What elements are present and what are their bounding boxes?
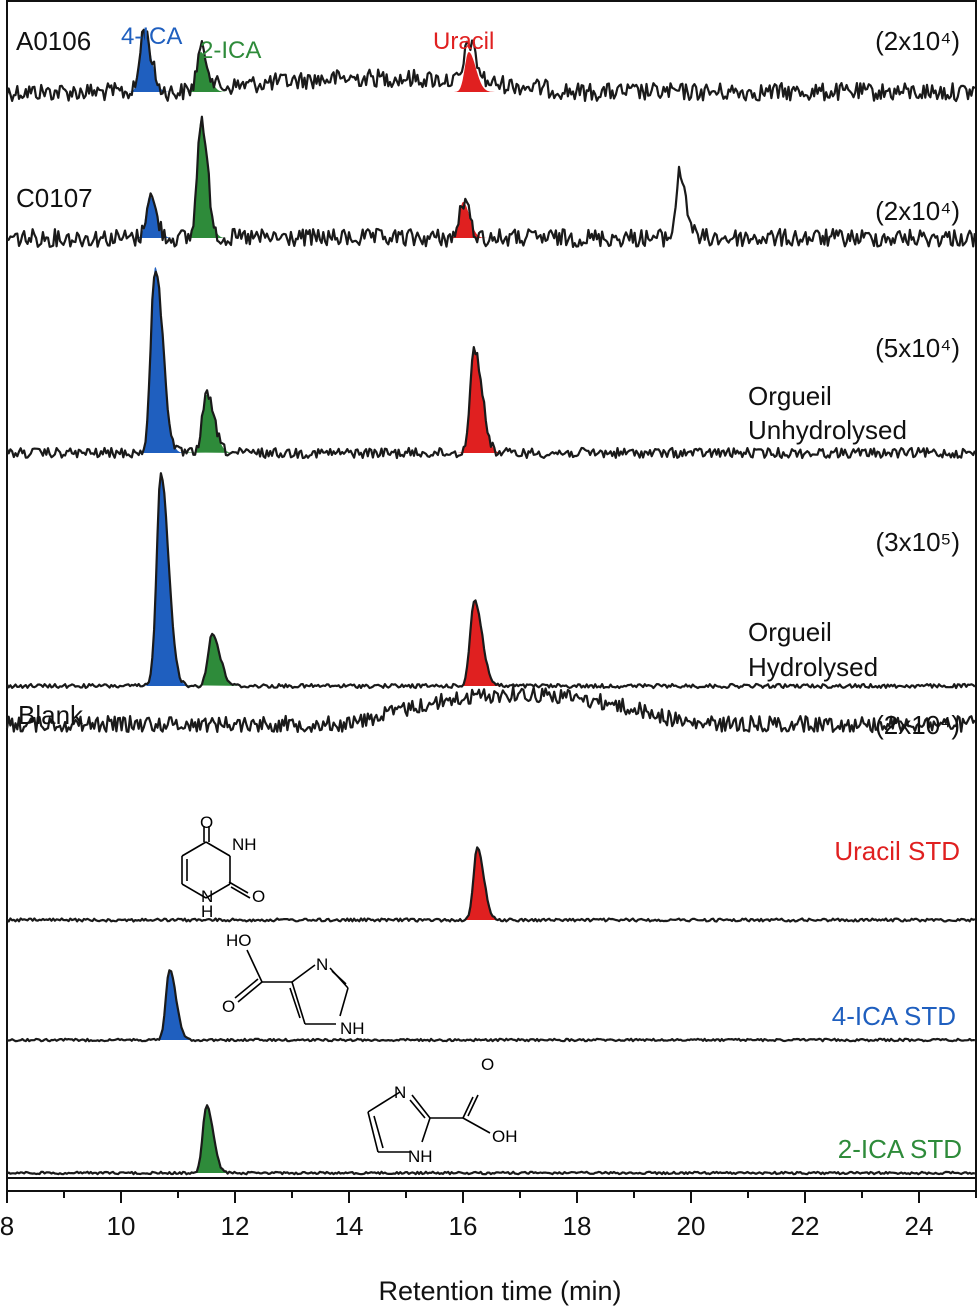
x-tick-label: 14 bbox=[335, 1211, 364, 1241]
scale-label-blank: (2x10⁴) bbox=[875, 710, 960, 740]
scale-label-c0107: (2x10⁴) bbox=[875, 196, 960, 226]
series-label-orgueil-hydrolysed-2: Hydrolysed bbox=[748, 652, 878, 682]
scale-label-orgueil-hydrolysed: (3x10⁵) bbox=[876, 527, 960, 557]
trace-orgueil-unhydrolysed bbox=[5, 270, 976, 460]
x-tick-label: 12 bbox=[221, 1211, 250, 1241]
peak-fill-2-ica bbox=[177, 52, 234, 92]
peak-fill-uracil bbox=[448, 349, 510, 453]
x-tick-label: 18 bbox=[563, 1211, 592, 1241]
series-label-orgueil-unhydrolysed-2: Unhydrolysed bbox=[748, 415, 907, 445]
scale-label-orgueil-unhydrolysed: (5x10⁴) bbox=[875, 333, 960, 363]
peak-fill-2-ica bbox=[178, 120, 232, 238]
trace-4-ica-std bbox=[7, 969, 975, 1043]
peak-fill-uracil bbox=[441, 202, 494, 238]
ica2-atom-o: O bbox=[481, 1055, 494, 1074]
ica4-atom-ho: HO bbox=[226, 931, 252, 950]
peak-fill-4-ica bbox=[147, 970, 200, 1040]
x-tick-label: 22 bbox=[791, 1211, 820, 1241]
uracil-atom-n-bottom: N bbox=[201, 887, 213, 906]
trace-orgueil-hydrolysed bbox=[6, 472, 976, 690]
peak-fill-2-ica bbox=[181, 395, 242, 453]
ica4-atom-n: N bbox=[316, 955, 328, 974]
peak-label-4ica: 4-ICA bbox=[121, 23, 182, 50]
peak-fill-2-ica bbox=[186, 634, 248, 686]
series-label-blank: Blank bbox=[18, 700, 84, 730]
series-label-c0107: C0107 bbox=[16, 183, 93, 213]
peak-fill-uracil bbox=[445, 52, 502, 92]
uracil-structure bbox=[181, 826, 251, 899]
ica4-atom-o: O bbox=[222, 997, 235, 1016]
trace-uracil-std bbox=[6, 846, 976, 923]
series-label-orgueil-unhydrolysed-1: Orgueil bbox=[748, 381, 832, 411]
ica2-atom-n: N bbox=[394, 1083, 406, 1102]
peak-fill-uracil bbox=[448, 600, 510, 686]
x-tick-label: 10 bbox=[107, 1211, 136, 1241]
peak-fill-uracil bbox=[455, 848, 508, 920]
x-axis-ticks bbox=[6, 1191, 977, 1203]
peak-fill-4-ica bbox=[127, 196, 181, 238]
peak-fill-2-ica bbox=[184, 1105, 238, 1173]
x-tick-label: 24 bbox=[905, 1211, 934, 1241]
peak-fill-4-ica bbox=[129, 267, 191, 453]
x-tick-label: 20 bbox=[677, 1211, 706, 1241]
trace-2-ica-std bbox=[6, 1104, 976, 1176]
trace-blank bbox=[5, 685, 976, 734]
plot-frame bbox=[6, 0, 977, 1192]
uracil-atom-nh: NH bbox=[232, 835, 257, 854]
x-tick-label: 8 bbox=[0, 1211, 14, 1241]
peak-fill-4-ica bbox=[120, 30, 177, 92]
ica4-structure bbox=[234, 949, 349, 1025]
peak-label-uracil: Uracil bbox=[433, 28, 494, 55]
x-tick-label: 16 bbox=[449, 1211, 478, 1241]
ica4-atom-nh: NH bbox=[340, 1019, 365, 1038]
trace-c0107 bbox=[6, 115, 976, 248]
ica2-atom-oh: OH bbox=[492, 1127, 518, 1146]
series-label-orgueil-hydrolysed-1: Orgueil bbox=[748, 617, 832, 647]
uracil-atom-o-right: O bbox=[252, 887, 265, 906]
ica2-structure bbox=[367, 1091, 491, 1153]
peak-label-2ica: 2-ICA bbox=[200, 37, 261, 64]
series-label-2ica-std: 2-ICA STD bbox=[838, 1134, 962, 1164]
chromatogram-traces bbox=[5, 28, 976, 1176]
x-axis-tick-labels: 8 10 12 14 16 18 20 22 24 bbox=[0, 1211, 933, 1241]
scale-label-a0106: (2x10⁴) bbox=[875, 26, 960, 56]
x-axis-title: Retention time (min) bbox=[378, 1276, 621, 1306]
uracil-atom-h-bottom: H bbox=[201, 902, 213, 921]
trace-a0106 bbox=[5, 28, 976, 103]
ica2-atom-nh: NH bbox=[408, 1147, 433, 1166]
series-label-4ica-std: 4-ICA STD bbox=[832, 1001, 956, 1031]
uracil-atom-o-top: O bbox=[200, 813, 213, 832]
series-label-uracil-std: Uracil STD bbox=[834, 836, 960, 866]
series-label-a0106: A0106 bbox=[16, 26, 91, 56]
peak-fill-4-ica bbox=[135, 474, 197, 686]
